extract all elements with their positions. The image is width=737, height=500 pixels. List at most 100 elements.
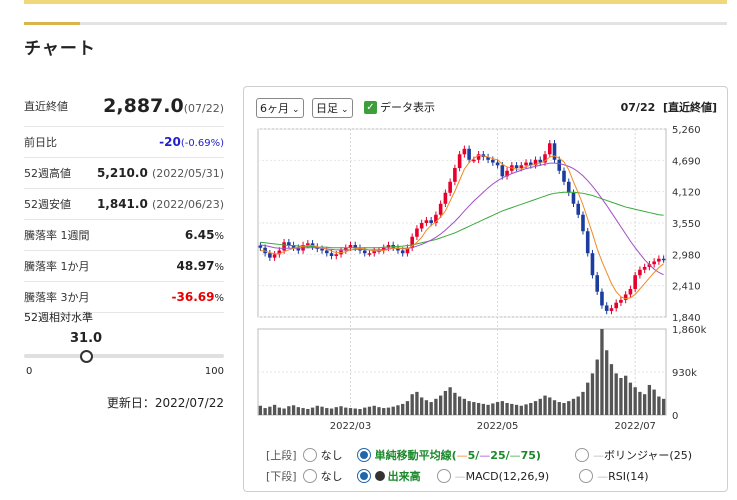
show-data-checkbox[interactable]: ✓ データ表示	[364, 99, 435, 115]
candle-body	[448, 181, 452, 193]
lower-rsi-radio[interactable]	[579, 469, 594, 483]
interval-select[interactable]: 日足 ⌄	[312, 98, 353, 118]
section-title: チャート	[24, 39, 96, 59]
lower-macd-radio[interactable]	[436, 469, 451, 483]
candle-body	[543, 154, 547, 163]
chart-panel: 6ヶ月 ⌄ 日足 ⌄ ✓ データ表示 07/22 [直近終値] 5,260 4,690 4…	[243, 86, 728, 492]
volume-bar	[586, 382, 590, 415]
volume-bar	[619, 378, 623, 415]
candle-body	[400, 250, 405, 254]
price-tick-label: 3,550	[672, 219, 701, 230]
volume-bar	[576, 396, 580, 415]
price-volume-chart: 5,260 4,690 4,120 3,550 2,980 2,410 1,8401,860…	[257, 125, 707, 432]
candle-body	[538, 159, 543, 163]
ma75-label: 75)	[520, 448, 541, 462]
upper-none-radio[interactable]	[302, 448, 317, 462]
candle-body	[434, 214, 438, 223]
volume-bar	[633, 387, 637, 415]
candle-body	[547, 143, 552, 155]
candle-body	[628, 288, 633, 295]
volume-bar	[348, 408, 353, 415]
ma5-line	[260, 154, 664, 300]
section-divider	[24, 22, 727, 25]
candle-body	[661, 258, 666, 261]
stat-row-change: 前日比 -20(-0.69%)	[24, 127, 224, 158]
volume-bar	[415, 391, 419, 415]
candle-body	[334, 254, 339, 256]
volume-bar	[605, 350, 609, 415]
volume-bar	[405, 401, 410, 415]
high-date: (2022/05/31)	[152, 167, 224, 180]
lower-none-label: なし	[320, 470, 343, 483]
close-price-date: (07/22)	[183, 102, 224, 115]
ma5-label: 5/	[467, 448, 480, 462]
candle-body	[557, 159, 562, 171]
percent-sign: %	[214, 262, 224, 273]
low-date: (2022/06/23)	[152, 198, 224, 211]
candle-body	[410, 236, 414, 248]
rsi-label: RSI(14)	[608, 469, 649, 483]
volume-bar	[382, 408, 386, 415]
ma25-label: 25/	[490, 448, 510, 462]
volume-bar	[538, 398, 542, 415]
candle-body	[604, 305, 609, 311]
volume-bar	[600, 329, 604, 415]
candle-body	[571, 192, 576, 204]
candle-body	[609, 308, 614, 311]
volume-tick-label: 0	[672, 411, 678, 422]
volume-bar	[647, 384, 652, 415]
volume-bar	[476, 402, 481, 415]
chevron-down-icon: ⌄	[341, 105, 349, 115]
candle-body	[443, 192, 448, 204]
volume-bar	[562, 402, 566, 415]
volume-bar	[495, 402, 500, 415]
volume-bar	[353, 408, 357, 415]
volume-bar	[282, 408, 286, 415]
candle-body	[438, 203, 443, 215]
lower-none-radio[interactable]	[302, 469, 317, 483]
stat-label: 騰落率 3か月	[24, 291, 90, 304]
top-accent-bar	[24, 0, 727, 4]
volume-bar	[557, 402, 561, 415]
lower-volume-radio[interactable]	[356, 469, 371, 483]
chart-date: 07/22 [直近終値]	[621, 99, 717, 115]
candle-body	[623, 294, 628, 300]
volume-bar	[657, 396, 661, 415]
period-select[interactable]: 6ヶ月 ⌄	[256, 98, 304, 118]
candle-body	[614, 302, 618, 309]
stat-row-close: 直近終値 2,887.0(07/22)	[24, 86, 224, 127]
volume-bar	[652, 389, 656, 415]
candle-body	[652, 261, 656, 265]
relative-level-label: 52週相対水準	[24, 311, 93, 324]
candle-body	[296, 247, 301, 251]
candle-body	[277, 250, 282, 255]
volume-bar	[329, 408, 334, 415]
volume-bar	[325, 408, 329, 415]
volume-bar	[514, 404, 519, 415]
relative-level: 52週相対水準 31.0 0 100	[24, 309, 224, 377]
upper-bollinger-radio[interactable]	[574, 448, 589, 462]
candle-body	[419, 223, 424, 229]
percent-sign: %	[214, 293, 224, 304]
stat-row-52w-low: 52週安値 1,841.0 (2022/06/23)	[24, 189, 224, 220]
volume-bar	[590, 373, 595, 415]
volume-bar	[320, 406, 324, 415]
candle-body	[386, 244, 391, 248]
candle-body	[528, 162, 533, 166]
candle-body	[329, 253, 334, 256]
candle-body	[566, 181, 571, 193]
volume-bar	[377, 407, 381, 415]
candle-body	[491, 159, 495, 163]
gauge-min: 0	[26, 366, 33, 377]
volume-bar	[268, 406, 272, 415]
candle-body	[505, 170, 509, 177]
candle-body	[633, 275, 637, 289]
stat-label: 騰落率 1週間	[24, 229, 90, 242]
volume-bar	[614, 373, 618, 415]
candle-body	[457, 154, 462, 169]
upper-sma-radio[interactable]	[356, 448, 371, 462]
volume-bar	[291, 405, 296, 415]
volume-bar	[552, 400, 557, 415]
candle-body	[585, 231, 590, 254]
volume-bar	[363, 407, 367, 415]
